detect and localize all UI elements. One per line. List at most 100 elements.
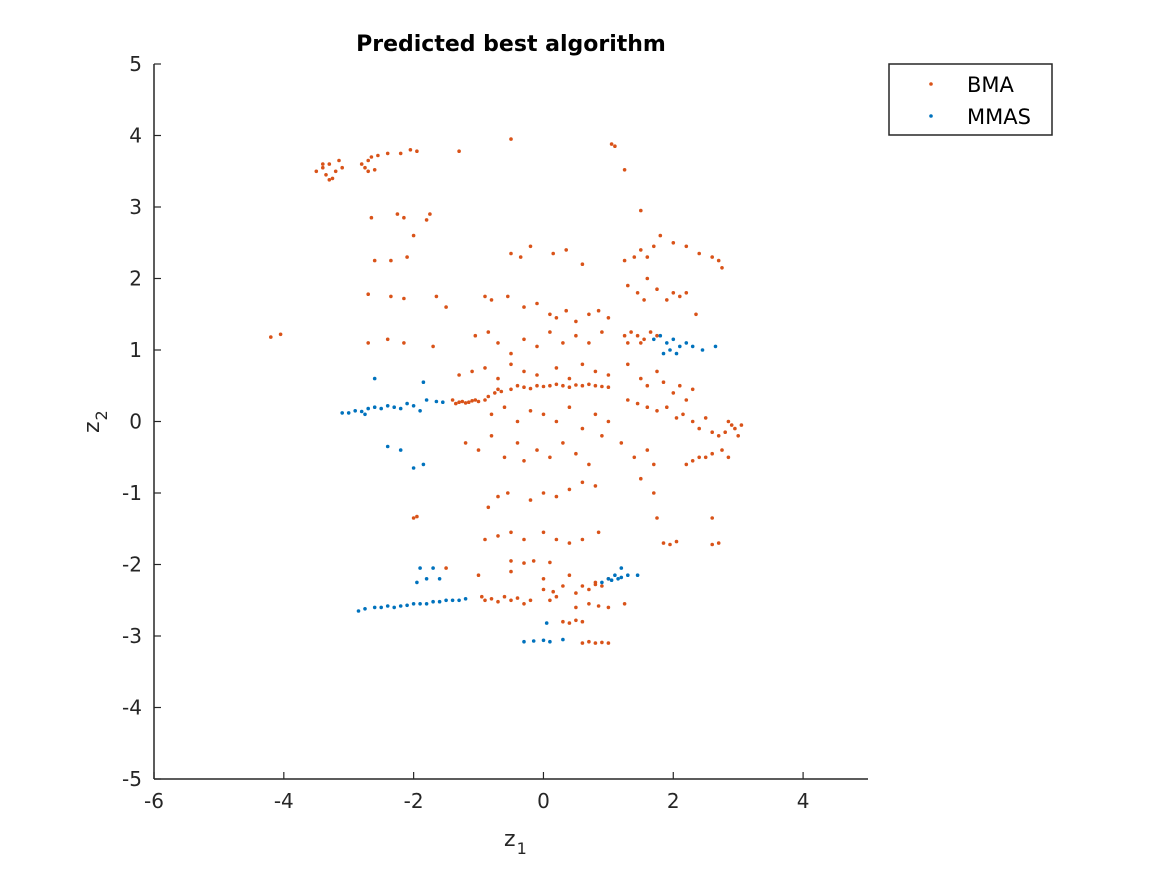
data-point-bma	[580, 584, 585, 588]
data-point-mmas	[411, 602, 416, 606]
data-point-bma	[483, 537, 487, 542]
data-point-bma	[337, 158, 341, 163]
data-point-bma	[554, 382, 559, 387]
x-tick-label: -2	[404, 789, 424, 813]
data-point-bma	[502, 455, 507, 460]
data-point-bma	[476, 573, 481, 577]
data-point-bma	[574, 333, 578, 338]
data-point-bma	[596, 604, 601, 608]
data-point-bma	[385, 337, 390, 342]
data-point-bma	[509, 569, 513, 574]
data-point-bma	[515, 419, 520, 424]
data-point-mmas	[658, 333, 663, 338]
data-point-bma	[424, 218, 429, 222]
y-tick-label: 0	[129, 410, 142, 434]
data-point-mmas	[635, 573, 640, 577]
data-point-bma	[710, 542, 714, 547]
data-point-bma	[658, 233, 663, 238]
data-point-bma	[674, 539, 679, 544]
data-point-bma	[389, 294, 393, 299]
data-point-bma	[593, 383, 598, 388]
data-point-bma	[502, 405, 507, 410]
data-point-mmas	[356, 609, 361, 613]
data-point-bma	[314, 169, 319, 174]
data-point-mmas	[424, 577, 429, 581]
data-point-bma	[703, 416, 708, 420]
y-tick-label: 5	[129, 52, 142, 76]
data-point-bma	[635, 291, 640, 295]
data-point-bma	[522, 337, 526, 342]
data-point-mmas	[385, 604, 390, 608]
data-point-bma	[496, 341, 500, 345]
data-point-mmas	[424, 602, 429, 606]
data-point-bma	[554, 494, 559, 499]
data-point-mmas	[616, 577, 620, 581]
data-point-bma	[580, 537, 585, 542]
data-point-bma	[531, 559, 536, 563]
data-point-bma	[486, 505, 491, 510]
data-point-bma	[460, 399, 465, 404]
data-point-bma	[340, 165, 345, 170]
data-point-mmas	[665, 341, 669, 345]
data-point-bma	[661, 380, 666, 385]
data-point-mmas	[678, 344, 682, 349]
plot-area	[269, 137, 744, 645]
data-point-mmas	[441, 400, 445, 405]
data-point-bma	[415, 149, 419, 153]
data-point-bma	[457, 373, 461, 377]
data-point-mmas	[463, 597, 468, 601]
data-point-bma	[606, 605, 611, 610]
data-point-mmas	[398, 448, 403, 452]
data-point-mmas	[684, 341, 689, 345]
data-point-bma	[541, 491, 546, 495]
data-point-mmas	[437, 577, 442, 581]
data-point-bma	[632, 455, 637, 460]
data-point-mmas	[363, 607, 367, 611]
data-point-mmas	[609, 578, 614, 582]
data-point-bma	[561, 341, 565, 345]
data-point-bma	[522, 602, 526, 606]
data-point-bma	[720, 448, 724, 452]
data-point-bma	[580, 480, 585, 485]
data-point-mmas	[544, 621, 549, 625]
data-point-bma	[652, 244, 656, 249]
data-point-bma	[366, 292, 371, 297]
x-axis-label-main: z	[504, 827, 516, 852]
data-point-bma	[684, 291, 689, 295]
data-point-bma	[622, 333, 627, 338]
data-point-bma	[518, 255, 523, 259]
data-point-bma	[506, 491, 510, 495]
data-point-mmas	[359, 409, 364, 414]
y-tick-label: -1	[122, 481, 142, 505]
data-point-bma	[551, 589, 555, 594]
data-point-bma	[324, 173, 328, 177]
data-point-mmas	[421, 380, 426, 385]
data-point-bma	[431, 344, 435, 349]
x-tick-label: 2	[667, 789, 680, 813]
data-point-bma	[600, 640, 604, 645]
data-point-bma	[554, 594, 559, 599]
data-point-bma	[639, 376, 643, 381]
data-point-bma	[642, 337, 646, 342]
x-tick-label: -4	[274, 789, 294, 813]
data-point-bma	[697, 455, 701, 460]
data-point-bma	[639, 248, 643, 252]
data-point-mmas	[541, 638, 546, 643]
data-point-bma	[567, 621, 572, 625]
data-point-bma	[528, 386, 533, 391]
data-point-bma	[694, 312, 698, 317]
data-point-bma	[548, 560, 552, 565]
data-point-bma	[528, 598, 533, 603]
data-point-bma	[655, 409, 659, 413]
data-point-bma	[483, 598, 487, 603]
data-point-bma	[359, 162, 364, 166]
data-point-bma	[593, 369, 598, 374]
data-point-mmas	[346, 411, 351, 415]
data-point-bma	[684, 398, 689, 402]
data-point-bma	[515, 383, 520, 388]
x-axis-ticks: -6 -4 -2 0 2 4	[144, 772, 809, 813]
data-point-mmas	[431, 566, 435, 570]
data-point-bma	[457, 149, 461, 153]
data-point-bma	[710, 255, 714, 259]
data-point-bma	[587, 341, 591, 345]
